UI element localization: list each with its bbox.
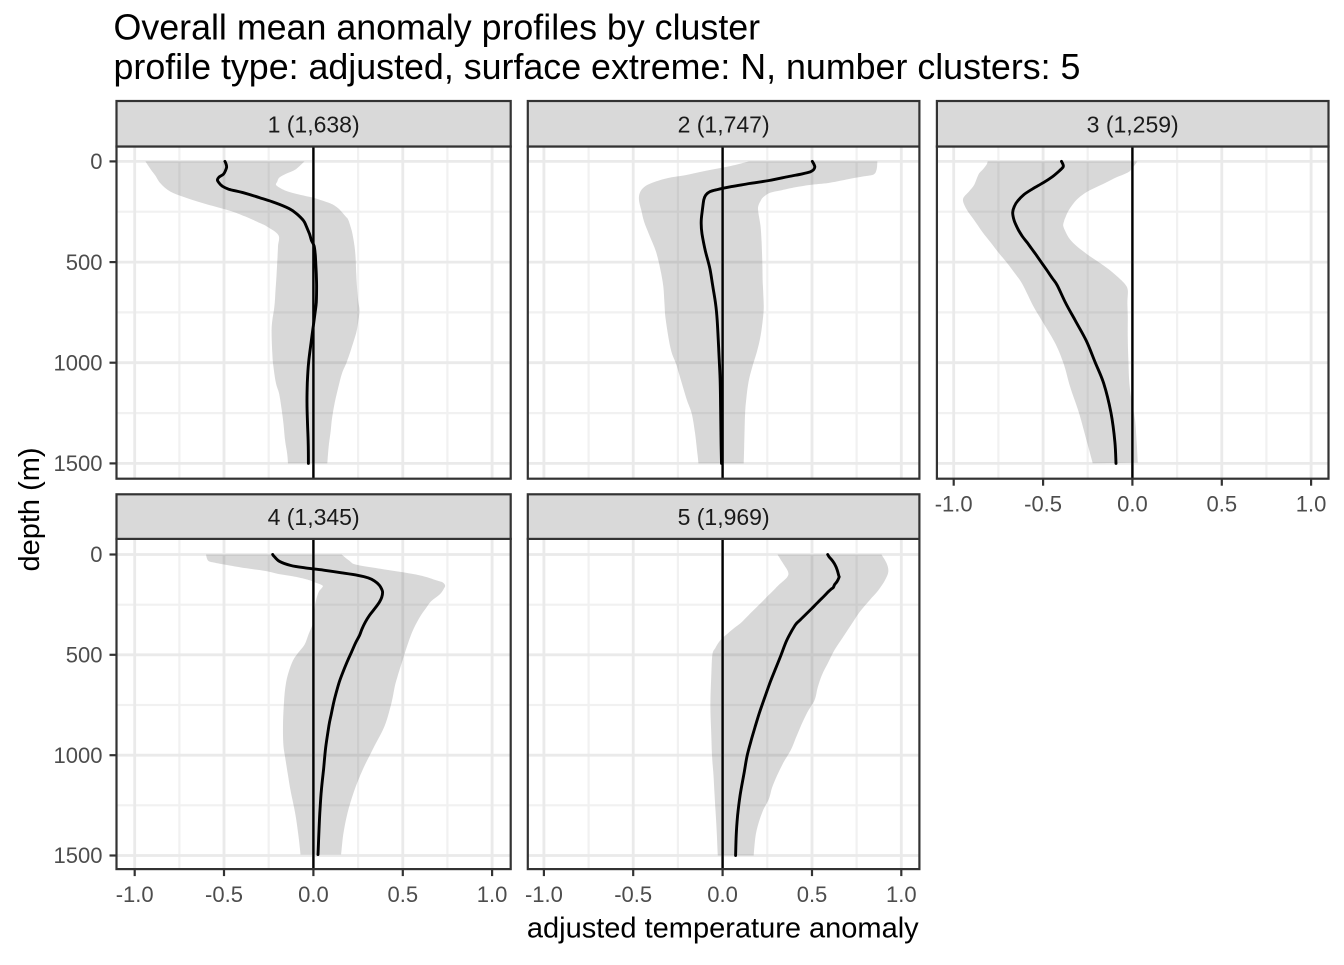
svg-text:500: 500 xyxy=(66,250,103,275)
svg-text:0.0: 0.0 xyxy=(707,882,738,907)
svg-text:0: 0 xyxy=(90,542,102,567)
svg-text:-0.5: -0.5 xyxy=(205,882,243,907)
svg-text:500: 500 xyxy=(66,643,103,668)
svg-text:1500: 1500 xyxy=(54,843,103,868)
svg-text:0: 0 xyxy=(90,149,102,174)
svg-text:0.5: 0.5 xyxy=(797,882,828,907)
svg-text:2 (1,747): 2 (1,747) xyxy=(678,111,770,137)
svg-text:1.0: 1.0 xyxy=(886,882,917,907)
svg-text:1000: 1000 xyxy=(54,350,103,375)
svg-text:-1.0: -1.0 xyxy=(935,492,973,517)
svg-text:5 (1,969): 5 (1,969) xyxy=(678,504,770,530)
svg-text:1 (1,638): 1 (1,638) xyxy=(268,111,360,137)
svg-text:-0.5: -0.5 xyxy=(1024,492,1062,517)
svg-text:3 (1,259): 3 (1,259) xyxy=(1087,111,1179,137)
svg-text:Overall mean anomaly profiles: Overall mean anomaly profiles by cluster xyxy=(114,7,761,47)
svg-text:1000: 1000 xyxy=(54,743,103,768)
svg-text:-1.0: -1.0 xyxy=(116,882,154,907)
svg-text:-0.5: -0.5 xyxy=(614,882,652,907)
svg-text:1.0: 1.0 xyxy=(1296,492,1327,517)
svg-text:0.0: 0.0 xyxy=(1117,492,1148,517)
svg-text:4 (1,345): 4 (1,345) xyxy=(268,504,360,530)
svg-text:adjusted temperature anomaly: adjusted temperature anomaly xyxy=(527,913,919,945)
svg-text:profile type: adjusted, surfac: profile type: adjusted, surface extreme:… xyxy=(114,47,1081,87)
svg-text:1500: 1500 xyxy=(54,451,103,476)
svg-text:-1.0: -1.0 xyxy=(525,882,563,907)
svg-text:0.0: 0.0 xyxy=(298,882,329,907)
svg-text:0.5: 0.5 xyxy=(1207,492,1238,517)
svg-text:depth (m): depth (m) xyxy=(14,447,46,571)
svg-text:0.5: 0.5 xyxy=(388,882,419,907)
svg-text:1.0: 1.0 xyxy=(477,882,508,907)
